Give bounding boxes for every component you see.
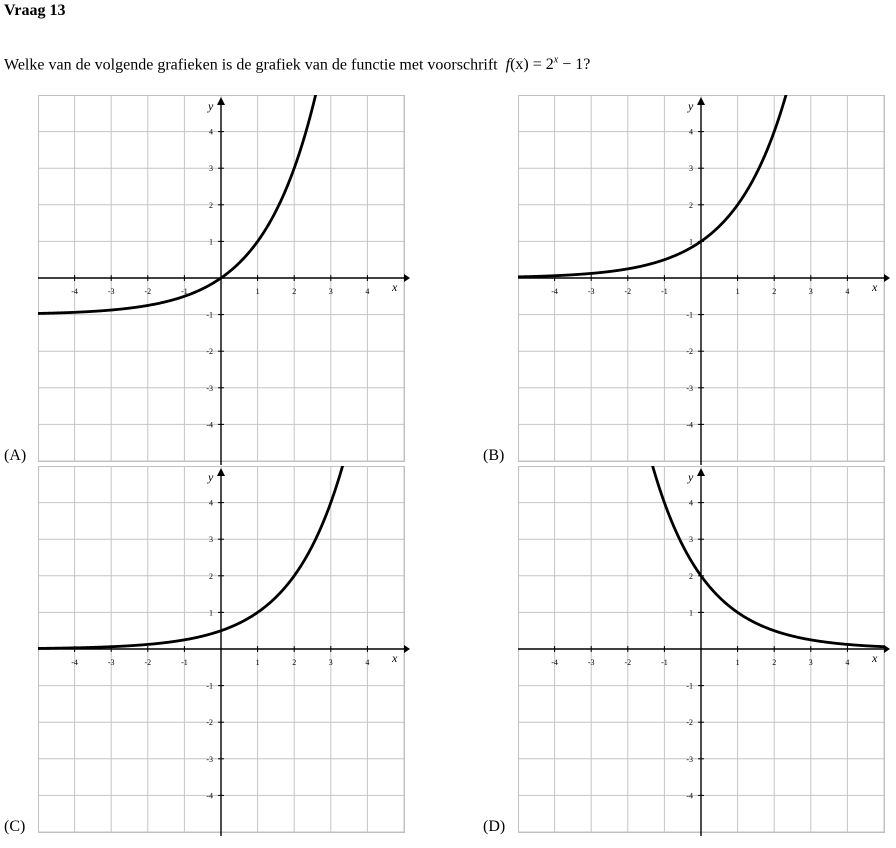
y-tick-label: -3 xyxy=(686,384,693,393)
option-label-d: (D) xyxy=(483,818,506,835)
x-tick-label: 2 xyxy=(772,287,776,296)
x-tick-label: 1 xyxy=(256,287,260,296)
x-axis-arrow-icon xyxy=(404,274,410,282)
x-tick-label: 1 xyxy=(256,658,260,667)
y-tick-label: -2 xyxy=(686,347,693,356)
x-tick-label: 4 xyxy=(845,658,849,667)
x-tick-label: -4 xyxy=(551,287,558,296)
function-curve xyxy=(651,466,886,649)
y-tick-label: 1 xyxy=(209,237,213,246)
function-curve xyxy=(518,95,788,279)
graph-d: x y -4 -3 -2 -1 1 2 3 4 4 3 2 1 -1 -2 -3 -4 xyxy=(518,466,890,836)
x-tick-label: 4 xyxy=(365,658,369,667)
y-tick-label: -3 xyxy=(206,384,213,393)
x-tick-label: -3 xyxy=(588,658,595,667)
function-curve xyxy=(38,95,318,315)
x-tick-label: 1 xyxy=(736,287,740,296)
x-tick-label: 3 xyxy=(809,287,813,296)
y-tick-label: -1 xyxy=(686,311,693,320)
x-tick-label: -1 xyxy=(661,658,668,667)
y-tick-label: -3 xyxy=(206,755,213,764)
y-tick-label: -4 xyxy=(206,420,213,429)
x-tick-label: -1 xyxy=(181,658,188,667)
y-tick-label: 1 xyxy=(689,237,693,246)
x-tick-label: 2 xyxy=(292,658,296,667)
option-label-a: (A) xyxy=(4,447,27,464)
y-tick-label: 2 xyxy=(689,572,693,581)
y-tick-label: -1 xyxy=(206,311,213,320)
question-text: Welke van de volgende grafieken is de gr… xyxy=(4,55,590,74)
y-tick-label: -2 xyxy=(206,347,213,356)
x-tick-label: -2 xyxy=(144,287,151,296)
x-tick-label: -2 xyxy=(624,658,631,667)
x-tick-label: 2 xyxy=(292,287,296,296)
question-title: Vraag 13 xyxy=(4,2,66,19)
y-tick-label: -4 xyxy=(686,791,693,800)
x-tick-label: -1 xyxy=(661,287,668,296)
x-axis-arrow-icon xyxy=(884,645,890,653)
y-axis-arrow-icon xyxy=(217,97,225,105)
x-tick-label: 4 xyxy=(365,287,369,296)
x-tick-label: -3 xyxy=(588,287,595,296)
x-axis-label: x xyxy=(391,280,398,294)
x-tick-label: -4 xyxy=(71,658,78,667)
y-tick-label: 4 xyxy=(689,499,693,508)
question-formula: f(x) = 2x − 1? xyxy=(505,55,591,74)
x-tick-label: -4 xyxy=(551,658,558,667)
x-tick-label: 3 xyxy=(329,287,333,296)
y-axis-label: y xyxy=(207,99,214,113)
y-tick-label: 1 xyxy=(209,608,213,617)
y-tick-label: 4 xyxy=(209,499,213,508)
x-axis-label: x xyxy=(871,280,878,294)
x-axis-arrow-icon xyxy=(404,645,410,653)
question-prompt: Welke van de volgende grafieken is de gr… xyxy=(4,56,498,74)
y-axis-label: y xyxy=(207,470,214,484)
y-tick-label: 2 xyxy=(689,201,693,210)
x-tick-label: 2 xyxy=(772,658,776,667)
y-tick-label: 3 xyxy=(209,164,213,173)
x-tick-label: 4 xyxy=(845,287,849,296)
y-tick-label: 2 xyxy=(209,201,213,210)
graph-a: x y -4 -3 -2 -1 1 2 3 4 4 3 2 1 -1 -2 -3 -4 xyxy=(38,95,410,465)
x-tick-label: 3 xyxy=(329,658,333,667)
y-tick-label: 3 xyxy=(209,535,213,544)
y-axis-arrow-icon xyxy=(697,97,705,105)
x-tick-label: -2 xyxy=(624,287,631,296)
y-tick-label: -1 xyxy=(686,682,693,691)
y-axis-label: y xyxy=(687,99,694,113)
x-tick-label: 3 xyxy=(809,658,813,667)
y-tick-label: 2 xyxy=(209,572,213,581)
y-tick-label: 3 xyxy=(689,164,693,173)
x-tick-label: -3 xyxy=(108,658,115,667)
y-tick-label: -2 xyxy=(206,718,213,727)
y-tick-label: 1 xyxy=(689,608,693,617)
x-tick-label: -2 xyxy=(144,658,151,667)
y-tick-label: -2 xyxy=(686,718,693,727)
x-tick-label: -4 xyxy=(71,287,78,296)
y-axis-label: y xyxy=(687,470,694,484)
y-tick-label: 4 xyxy=(689,128,693,137)
x-tick-label: 1 xyxy=(736,658,740,667)
graph-b: x y -4 -3 -2 -1 1 2 3 4 4 3 2 1 -1 -2 -3 -4 xyxy=(518,95,890,465)
x-axis-label: x xyxy=(871,651,878,665)
x-axis-label: x xyxy=(391,651,398,665)
y-tick-label: 3 xyxy=(689,535,693,544)
x-tick-label: -3 xyxy=(108,287,115,296)
y-tick-label: -1 xyxy=(206,682,213,691)
y-tick-label: -3 xyxy=(686,755,693,764)
graph-c: x y -4 -3 -2 -1 1 2 3 4 4 3 2 1 -1 -2 -3 -4 xyxy=(38,466,410,836)
y-tick-label: -4 xyxy=(206,791,213,800)
x-axis-arrow-icon xyxy=(884,274,890,282)
x-tick-label: -1 xyxy=(181,287,188,296)
function-curve xyxy=(38,466,345,650)
y-tick-label: 4 xyxy=(209,128,213,137)
option-label-c: (C) xyxy=(4,818,26,835)
y-tick-label: -4 xyxy=(686,420,693,429)
y-axis-arrow-icon xyxy=(697,468,705,476)
y-axis-arrow-icon xyxy=(217,468,225,476)
option-label-b: (B) xyxy=(483,447,505,464)
